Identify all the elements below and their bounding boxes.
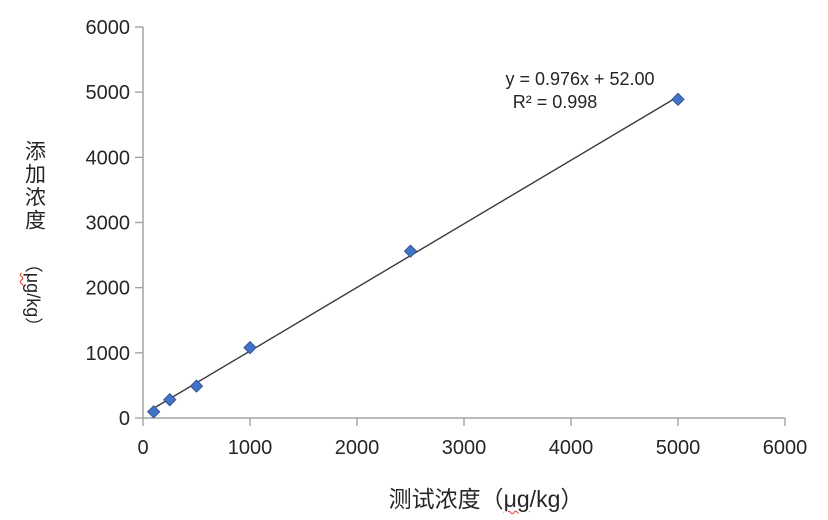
- y-axis-title-cjk: 添加浓度: [22, 140, 46, 232]
- y-axis-tick-label: 6000: [86, 17, 131, 39]
- x-axis-title-suffix: /kg）: [529, 486, 584, 512]
- data-point: [163, 393, 177, 407]
- x-axis-title-prefix: 测试浓度（: [388, 486, 504, 512]
- y-axis-tick-label: 4000: [86, 147, 131, 169]
- x-axis-tick-label: 3000: [442, 437, 487, 459]
- y-axis-tick-label: 2000: [86, 278, 131, 300]
- x-axis-title: 测试浓度（μg/kg）: [389, 480, 584, 514]
- trendline-equation: y = 0.976x + 52.00: [505, 69, 655, 89]
- data-point: [146, 405, 161, 419]
- y-axis-tick-label: 1000: [86, 343, 131, 365]
- data-point: [403, 244, 418, 258]
- x-axis-tick-label: 6000: [763, 437, 808, 459]
- trendline-r-squared: R² = 0.998: [512, 92, 598, 112]
- axis-lines: [142, 27, 785, 419]
- y-axis-title: 添加浓度 （μg/kg）: [16, 140, 52, 336]
- x-axis-tick-label: 2000: [335, 437, 380, 459]
- data-point: [243, 340, 257, 355]
- x-axis-tick-label: 0: [137, 437, 148, 459]
- x-axis-title-unit-misspell: μg: [503, 486, 530, 512]
- y-axis-title-unit: （μg/kg）: [16, 254, 52, 336]
- data-point: [189, 379, 204, 393]
- x-axis-tick-label: 5000: [656, 437, 701, 459]
- x-axis-tick-label: 1000: [228, 437, 273, 459]
- y-axis-tick-label: 0: [119, 408, 130, 430]
- y-axis-unit-misspell: μg: [23, 272, 43, 294]
- y-axis-tick-label: 3000: [86, 213, 131, 235]
- y-axis-unit-suffix: /kg）: [23, 293, 43, 336]
- y-axis-tick-label: 5000: [86, 82, 131, 104]
- y-axis-unit-prefix: （: [23, 254, 43, 273]
- data-point: [671, 92, 685, 107]
- x-axis-tick-label: 4000: [549, 437, 594, 459]
